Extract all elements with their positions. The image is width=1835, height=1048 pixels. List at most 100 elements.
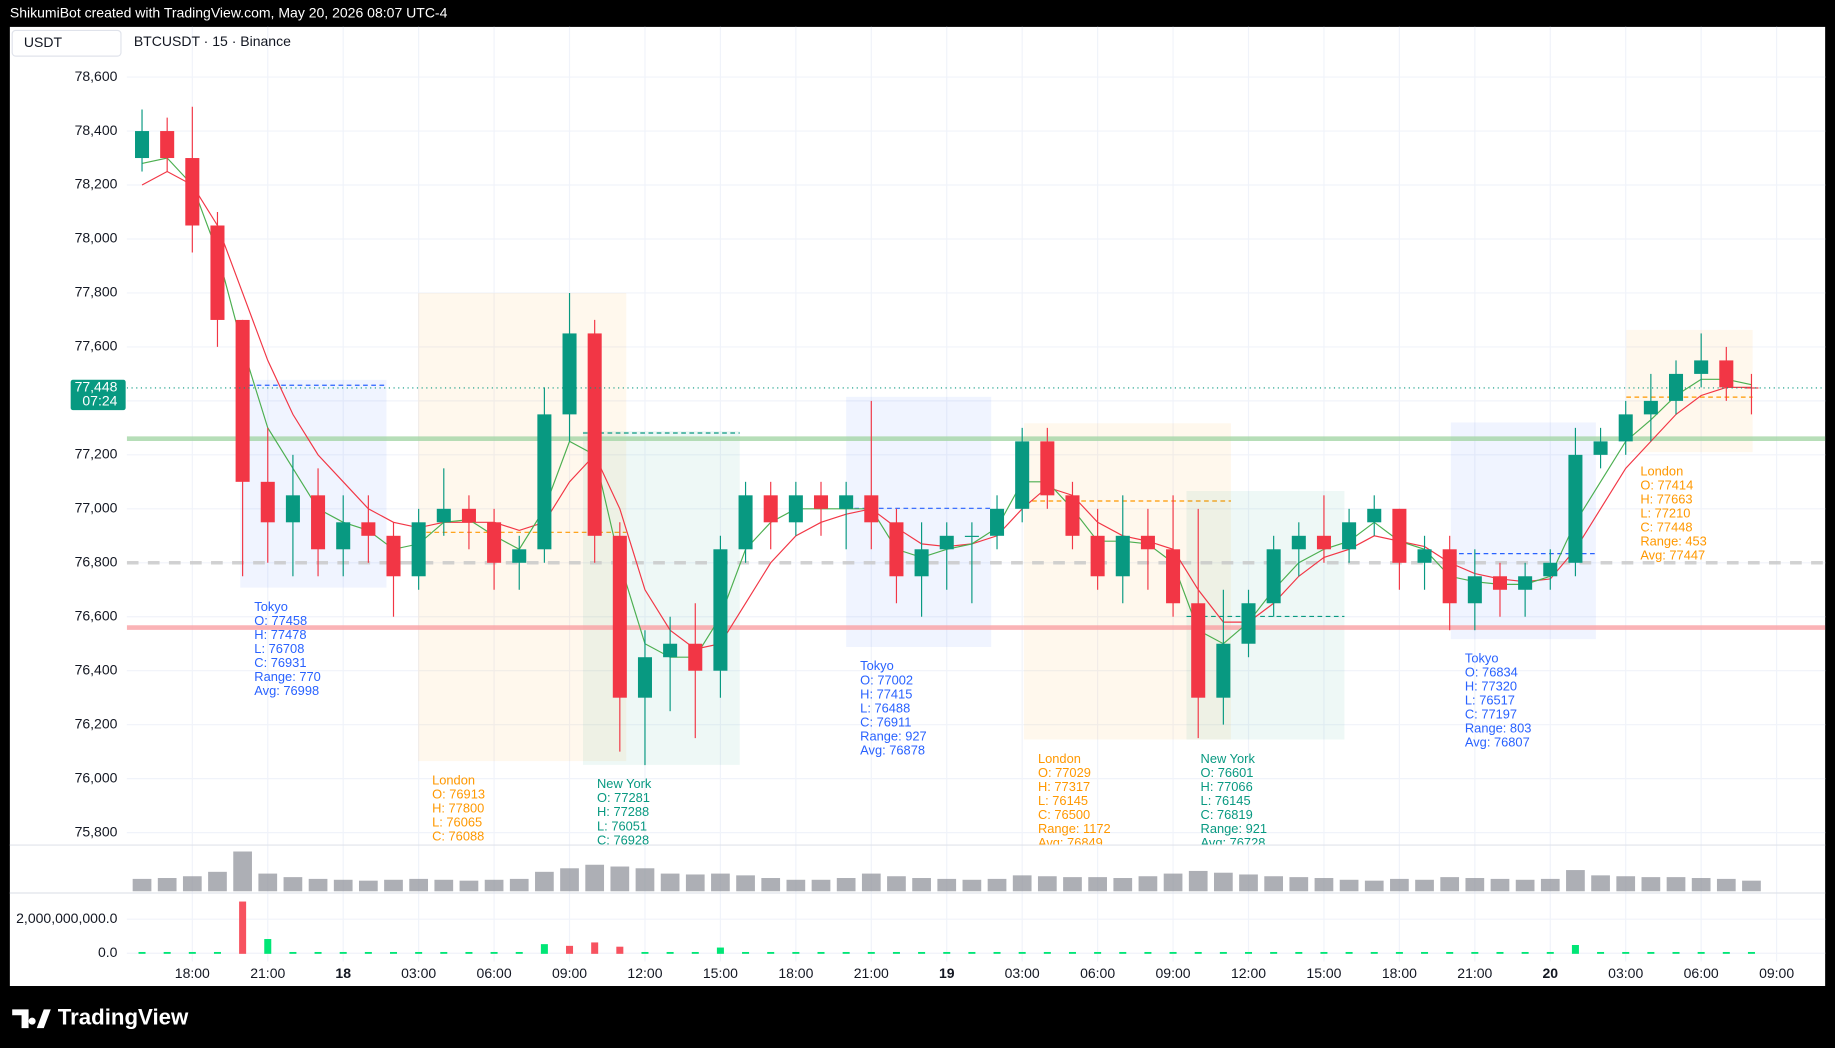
candle-body — [1191, 603, 1206, 698]
brand-logo — [12, 1009, 51, 1029]
volume-bar — [635, 868, 655, 892]
candle-body — [361, 522, 376, 536]
volume-bar — [1289, 877, 1309, 892]
volume-bar — [711, 873, 730, 892]
candle-body — [1719, 360, 1734, 388]
candle-body — [311, 495, 326, 550]
session-box — [1626, 329, 1753, 453]
candle-body — [512, 549, 527, 563]
candle-body — [1694, 360, 1709, 374]
volume-bar — [233, 851, 252, 892]
x-tick-label: 06:00 — [1080, 965, 1115, 981]
oscillator-bar — [364, 951, 372, 954]
volume-bar — [132, 878, 152, 892]
oscillator-bar — [1521, 951, 1529, 954]
session-stat: O: 76913 — [432, 786, 485, 801]
oscillator-bar — [138, 951, 146, 954]
candle-body — [135, 131, 150, 159]
candle-body — [713, 549, 728, 671]
candle-body — [1467, 576, 1482, 604]
x-tick-label: 03:00 — [1608, 965, 1643, 981]
x-tick-label: 09:00 — [1156, 965, 1191, 981]
oscillator-bar — [1647, 951, 1655, 954]
session-stat: Range: 1172 — [1038, 821, 1111, 836]
session-stat: O: 76601 — [1201, 765, 1254, 780]
y-tick-label: 78,600 — [75, 68, 118, 84]
session-stat: Avg: 76728 — [1201, 835, 1266, 850]
oscillator-bar — [1270, 951, 1278, 954]
currency-box[interactable] — [11, 29, 122, 57]
session-stat: C: 76911 — [860, 714, 911, 729]
volume-bar — [987, 878, 1007, 892]
session-stat: Avg: 76807 — [1465, 735, 1530, 750]
oscillator-bar — [1144, 951, 1152, 954]
oscillator-bar — [264, 939, 272, 954]
y-tick-label: 77,800 — [75, 284, 118, 300]
oscillator-bar — [867, 951, 875, 954]
session-stat: L: 76517 — [1465, 693, 1515, 708]
x-tick-label: 12:00 — [1231, 965, 1266, 981]
candle-body — [1492, 576, 1507, 590]
x-tick-label: 15:00 — [703, 965, 738, 981]
volume-bar — [1314, 878, 1334, 892]
candle-body — [436, 508, 451, 523]
volume-bar — [962, 879, 982, 892]
oscillator-bar — [163, 951, 171, 954]
x-tick-label: 18 — [335, 965, 351, 981]
candle-body — [1342, 522, 1357, 550]
volume-bar — [1440, 877, 1460, 892]
session-stat: H: 77478 — [254, 627, 306, 642]
oscillator-bar — [1722, 951, 1730, 954]
candle-body — [1392, 508, 1407, 563]
volume-bar — [585, 864, 605, 892]
volume-bar — [1591, 875, 1610, 892]
oscillator-bar — [616, 946, 624, 954]
session-name: London — [432, 772, 475, 787]
session-stat: H: 77066 — [1201, 779, 1253, 794]
logo-mark — [12, 1009, 51, 1029]
session-stat: Range: 453 — [1640, 534, 1707, 549]
volume-bar — [685, 874, 705, 892]
volume-bar — [1037, 876, 1057, 892]
volume-bar — [1264, 876, 1284, 892]
y-tick-label: 75,800 — [75, 823, 118, 839]
volume-bar — [434, 879, 454, 892]
volume-bar — [811, 879, 831, 892]
session-stat: L: 76708 — [254, 641, 304, 656]
oscillator-bar — [691, 951, 699, 954]
oscillator-bar — [918, 951, 926, 954]
oscillator-bar — [1169, 951, 1177, 954]
candle-body — [210, 225, 225, 320]
session-stat: Avg: 76849 — [1038, 835, 1103, 850]
session-stat: Range: 927 — [860, 728, 927, 743]
session-stat: C: 76088 — [432, 829, 484, 844]
candle-body — [763, 495, 778, 523]
volume-bar — [1742, 880, 1761, 892]
brand-name: TradingView — [58, 1005, 189, 1030]
session-stat: C: 77197 — [1465, 707, 1517, 722]
x-tick-label: 09:00 — [552, 965, 587, 981]
candle-body — [1241, 603, 1256, 644]
volume-bar — [887, 876, 906, 892]
candle-body — [1140, 535, 1155, 550]
volume-bar — [861, 873, 881, 892]
volume-bar — [836, 878, 856, 892]
session-stat: Avg: 76998 — [254, 683, 319, 698]
oscillator-bar — [1370, 951, 1378, 954]
y-tick-label: 77,600 — [75, 338, 118, 354]
oscillator-bar — [641, 951, 649, 954]
volume-bar — [610, 866, 630, 892]
volume-bar — [1691, 878, 1711, 892]
oscillator-bar — [817, 951, 825, 954]
oscillator-bar — [1018, 951, 1026, 954]
candle-body — [1593, 441, 1608, 455]
volume-bar — [1163, 873, 1183, 892]
y-tick-label: 76,800 — [75, 553, 118, 569]
volume-bar — [258, 873, 278, 892]
session-stat: L: 76145 — [1038, 793, 1088, 808]
session-stat: H: 77317 — [1038, 779, 1090, 794]
session-stat: Range: 770 — [254, 669, 321, 684]
oscillator-bar — [1094, 951, 1102, 954]
currency[interactable]: USDT — [24, 34, 63, 50]
